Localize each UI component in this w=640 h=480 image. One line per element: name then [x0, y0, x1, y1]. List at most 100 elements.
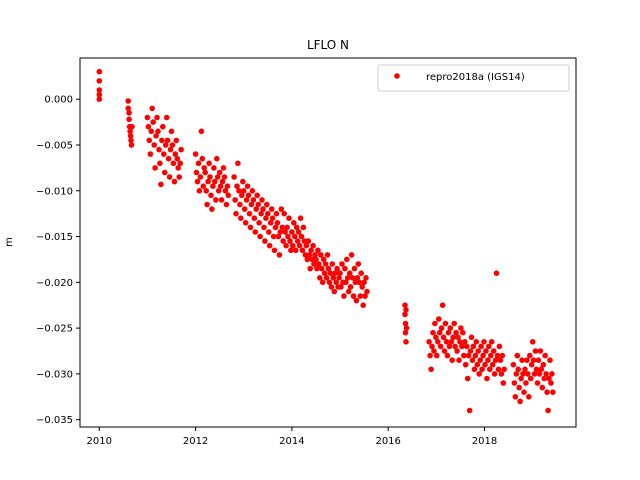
data-point: [317, 275, 323, 281]
chart-title: LFLO N: [307, 38, 349, 52]
data-point: [325, 265, 332, 272]
data-point: [355, 261, 362, 267]
data-point: [485, 357, 491, 364]
data-point: [544, 389, 550, 396]
data-point: [330, 275, 337, 281]
data-point: [462, 339, 468, 345]
y-tick-label: −0.025: [36, 324, 73, 335]
data-point: [252, 229, 259, 235]
data-point: [263, 215, 269, 221]
data-point: [533, 366, 540, 373]
data-point: [464, 375, 471, 382]
data-point: [454, 348, 460, 354]
data-point: [347, 284, 354, 290]
data-point: [516, 384, 522, 391]
data-point: [208, 192, 214, 199]
data-point: [271, 247, 278, 254]
data-point: [151, 142, 157, 148]
data-point: [530, 357, 537, 364]
data-point: [283, 242, 289, 249]
data-point: [471, 366, 478, 373]
data-point: [174, 155, 181, 162]
data-point: [466, 407, 473, 414]
data-point: [519, 357, 525, 364]
data-point: [96, 96, 103, 102]
data-point: [232, 197, 238, 203]
data-point: [167, 146, 174, 153]
data-point: [259, 197, 265, 203]
data-point: [310, 242, 316, 249]
data-point: [336, 275, 342, 281]
data-point: [546, 375, 552, 382]
data-point: [510, 361, 517, 368]
data-point: [253, 206, 259, 212]
data-point: [128, 137, 134, 144]
data-point: [219, 178, 226, 185]
data-point: [214, 174, 221, 180]
y-tick-label: −0.015: [36, 232, 73, 243]
data-point: [275, 233, 282, 240]
data-point: [305, 238, 312, 244]
data-point: [231, 174, 237, 180]
data-point: [158, 181, 164, 188]
data-point: [172, 151, 179, 157]
data-point: [198, 128, 205, 135]
data-point: [360, 302, 367, 309]
data-point: [292, 247, 299, 254]
data-point: [276, 252, 283, 258]
data-point: [266, 229, 272, 235]
data-point: [127, 133, 134, 139]
data-point: [339, 261, 345, 267]
data-point: [201, 165, 207, 171]
data-point: [357, 293, 364, 299]
data-point: [514, 352, 521, 359]
data-point: [293, 224, 300, 231]
data-point: [462, 361, 469, 368]
data-point: [210, 183, 216, 189]
data-point: [481, 339, 487, 345]
data-point: [333, 279, 340, 286]
data-point: [279, 224, 286, 231]
data-point: [223, 201, 230, 208]
data-point: [194, 178, 201, 185]
data-point: [439, 302, 446, 309]
data-point: [169, 142, 176, 148]
data-point: [512, 394, 519, 400]
data-point: [165, 155, 172, 162]
data-point: [146, 137, 153, 144]
data-point: [265, 210, 271, 217]
data-point: [300, 224, 307, 231]
data-point: [162, 142, 169, 148]
data-point: [309, 256, 315, 263]
data-point: [359, 284, 366, 290]
data-point: [156, 146, 162, 153]
data-point: [168, 128, 175, 135]
data-point: [175, 165, 181, 171]
data-point: [403, 307, 409, 313]
data-point: [254, 192, 260, 199]
data-point: [236, 188, 242, 194]
y-tick-label: 0.000: [44, 95, 73, 106]
data-point: [403, 325, 410, 331]
data-point: [467, 348, 474, 354]
data-point: [535, 357, 542, 364]
data-point: [319, 279, 326, 286]
data-point: [218, 197, 225, 203]
data-point: [493, 270, 500, 277]
data-point: [251, 215, 258, 221]
data-point: [267, 220, 274, 226]
data-point: [269, 215, 276, 221]
data-point: [206, 160, 212, 167]
x-tick-label: 2014: [279, 436, 304, 447]
data-point: [532, 348, 539, 354]
data-point: [161, 151, 167, 157]
data-point: [242, 220, 249, 226]
data-point: [155, 128, 161, 135]
data-point: [213, 197, 219, 203]
data-point: [435, 339, 441, 345]
data-point: [274, 220, 281, 226]
x-tick-label: 2010: [87, 436, 112, 447]
data-point: [431, 348, 437, 354]
data-point: [246, 210, 253, 217]
